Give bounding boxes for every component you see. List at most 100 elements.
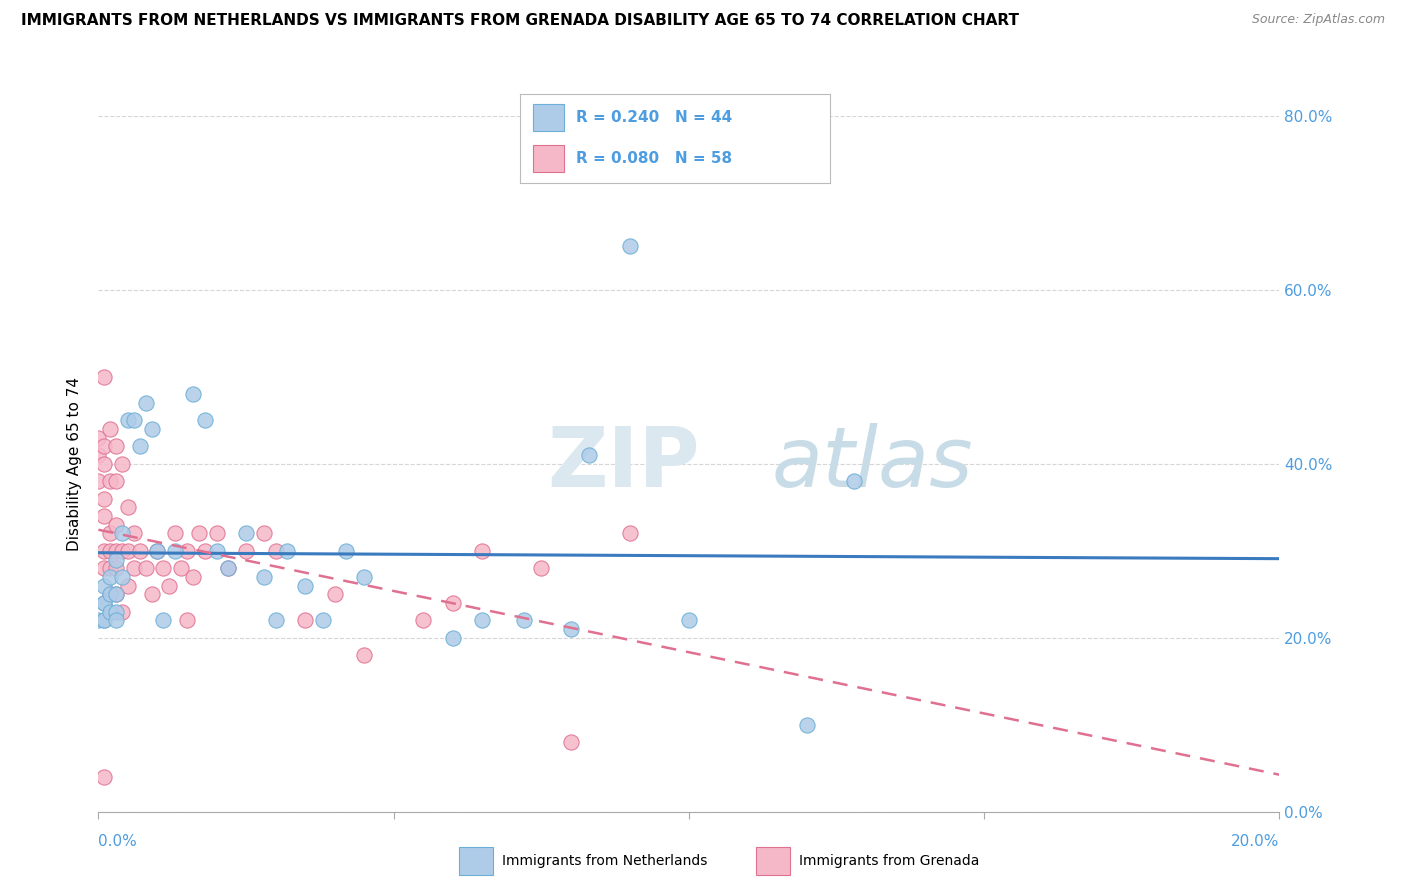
Point [98,605,121,619]
Point [353,570,375,584]
Text: atlas: atlas [772,424,973,504]
Point [217,561,239,575]
Point [205,543,228,558]
Point [93,561,115,575]
Text: R = 0.080   N = 58: R = 0.080 N = 58 [576,152,733,166]
Point [111,570,134,584]
Point [335,543,357,558]
Point [353,648,375,662]
Point [111,457,134,471]
Point [93,440,115,454]
Point [264,543,287,558]
Point [157,578,180,592]
Point [98,422,121,436]
Point [98,474,121,488]
Point [105,605,128,619]
Point [111,526,134,541]
Point [170,561,193,575]
Point [98,587,121,601]
Point [93,596,115,610]
Point [87,448,110,462]
Point [105,517,128,532]
Point [844,474,866,488]
Text: ZIP: ZIP [547,424,700,504]
Point [111,605,134,619]
Point [181,387,204,401]
Point [122,413,145,427]
Point [122,561,145,575]
Point [678,614,700,628]
Point [176,614,198,628]
Point [93,543,115,558]
Text: R = 0.240   N = 44: R = 0.240 N = 44 [576,111,733,125]
Point [323,587,346,601]
Point [471,543,494,558]
Point [135,396,157,410]
Point [146,543,169,558]
Point [93,578,115,592]
Point [87,431,110,445]
Point [141,587,163,601]
Point [181,570,204,584]
Point [152,561,174,575]
Point [105,587,128,601]
Text: Immigrants from Netherlands: Immigrants from Netherlands [502,855,707,868]
Point [117,543,139,558]
Point [98,526,121,541]
Point [117,578,139,592]
Point [187,526,209,541]
Point [294,578,316,592]
Bar [756,847,790,875]
Point [105,543,128,558]
Point [294,614,316,628]
Point [128,543,150,558]
Point [117,413,139,427]
Point [117,500,139,515]
Point [93,508,115,523]
Point [276,543,298,558]
Point [530,561,553,575]
Point [105,440,128,454]
Point [619,526,641,541]
Point [152,614,174,628]
Point [105,552,128,566]
Point [441,631,464,645]
Point [412,614,434,628]
Point [105,587,128,601]
Point [93,596,115,610]
Point [98,543,121,558]
Point [93,491,115,506]
Point [111,543,134,558]
Point [560,622,582,636]
Bar [533,145,564,172]
Point [93,770,115,784]
Text: IMMIGRANTS FROM NETHERLANDS VS IMMIGRANTS FROM GRENADA DISABILITY AGE 65 TO 74 C: IMMIGRANTS FROM NETHERLANDS VS IMMIGRANT… [21,13,1019,29]
Point [253,570,276,584]
Point [194,413,217,427]
Point [235,543,257,558]
Point [141,422,163,436]
Point [312,614,335,628]
Point [93,369,115,384]
Point [512,614,534,628]
Bar [458,847,494,875]
Point [87,614,110,628]
Point [122,526,145,541]
Y-axis label: Disability Age 65 to 74: Disability Age 65 to 74 [67,376,83,551]
Point [146,543,169,558]
Point [105,561,128,575]
Point [217,561,239,575]
Point [796,717,818,731]
Point [176,543,198,558]
Point [165,543,187,558]
Text: Immigrants from Grenada: Immigrants from Grenada [799,855,980,868]
Point [105,614,128,628]
Point [578,448,600,462]
Text: 0.0%: 0.0% [98,834,138,849]
Point [105,474,128,488]
Point [235,526,257,541]
Point [560,735,582,749]
Point [93,614,115,628]
Point [441,596,464,610]
Point [87,474,110,488]
